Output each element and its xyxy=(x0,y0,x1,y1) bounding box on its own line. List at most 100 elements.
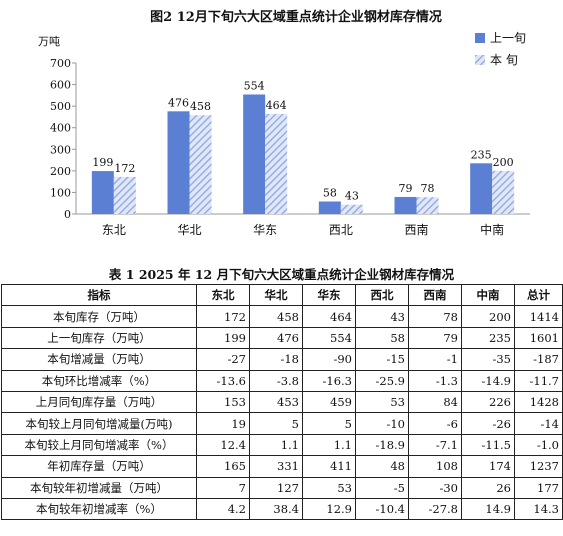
header-region: 中南 xyxy=(461,283,515,307)
table-cell: 19 xyxy=(196,412,250,435)
table-cell: -7.1 xyxy=(408,433,462,457)
table-cell: -3.8 xyxy=(249,369,303,392)
data-label: 43 xyxy=(345,190,359,203)
bar-current-period xyxy=(416,197,439,214)
table-cell: -1.0 xyxy=(514,433,563,457)
table-cell: -1.3 xyxy=(408,369,462,392)
x-tick-label: 东北 xyxy=(102,223,126,237)
data-label: 78 xyxy=(421,182,435,195)
row-label: 本旬环比增减率（%） xyxy=(1,369,197,392)
y-tick-label: 300 xyxy=(50,143,71,156)
y-tick-label: 200 xyxy=(50,165,71,178)
table-cell: -11.7 xyxy=(514,369,563,392)
table-cell: 53 xyxy=(302,476,356,499)
inventory-table: 指标 东北 华北 华东 西北 西南 中南 总计 本旬库存（万吨） 172 458 464 43 78 20… xyxy=(1,283,563,521)
y-tick-label: 100 xyxy=(50,186,71,199)
table-cell: -35 xyxy=(461,348,515,371)
table-cell: -26 xyxy=(461,412,515,435)
table-cell: 165 xyxy=(196,455,250,478)
table-cell: 453 xyxy=(249,390,303,414)
data-label: 464 xyxy=(266,99,287,112)
table-cell: -27.8 xyxy=(408,497,462,521)
x-tick-label: 西北 xyxy=(329,223,353,237)
y-axis-ticks: 0 100 200 300 400 500 600 700 xyxy=(50,57,77,221)
table-cell: -27 xyxy=(196,348,250,371)
row-label: 本旬较年初增减率（%） xyxy=(1,497,197,521)
table-cell: -16.3 xyxy=(302,369,356,392)
y-tick-label: 700 xyxy=(50,57,71,70)
row-label: 上一旬库存（万吨） xyxy=(1,326,197,350)
bar-prev-period xyxy=(167,111,190,214)
bar-prev-period xyxy=(243,94,266,214)
table-cell: 84 xyxy=(408,390,462,414)
bar-chart: 图2 12月下旬六大区域重点统计企业钢材库存情况 万吨 0 100 200 300 40… xyxy=(38,9,530,237)
table-cell: 476 xyxy=(249,326,303,350)
data-label: 458 xyxy=(190,100,211,113)
table-cell: 78 xyxy=(408,305,462,328)
header-region: 总计 xyxy=(514,283,563,307)
table-cell: 12.9 xyxy=(302,497,356,521)
table-row: 本旬较上月同旬增减量(万吨) 19 5 5 -10 -6 -26 -14 xyxy=(1,412,563,435)
data-label: 58 xyxy=(323,186,337,199)
table-cell: 174 xyxy=(461,455,515,478)
table-cell: 12.4 xyxy=(196,433,250,457)
data-table-section: 表 1 2025 年 12 月下旬六大区域重点统计企业钢材库存情况 指标 东北 华北… xyxy=(0,266,563,521)
header-region: 华北 xyxy=(249,283,303,307)
data-label: 554 xyxy=(244,79,265,92)
data-label: 79 xyxy=(399,182,413,195)
bar-current-period xyxy=(492,170,515,214)
row-label: 年初库存量（万吨） xyxy=(1,455,197,478)
table-cell: 58 xyxy=(355,326,409,350)
x-axis-ticks: 东北 华北 华东 西北 西南 中南 xyxy=(102,222,504,237)
bar-prev-period xyxy=(318,201,341,214)
table-cell: 7 xyxy=(196,476,250,499)
table-cell: 1237 xyxy=(514,455,563,478)
bars xyxy=(91,94,515,214)
table-cell: -30 xyxy=(408,476,462,499)
row-label: 本旬库存（万吨） xyxy=(1,305,197,328)
table-cell: 554 xyxy=(302,326,356,350)
table-row: 本旬环比增减率（%） -13.6 -3.8 -16.3 -25.9 -1.3 -14.9 -1… xyxy=(1,369,563,392)
header-region: 西北 xyxy=(355,283,409,307)
bar-prev-period xyxy=(394,196,417,214)
table-cell: 5 xyxy=(302,412,356,435)
table-cell: 79 xyxy=(408,326,462,350)
y-tick-label: 500 xyxy=(50,100,71,113)
table-cell: -5 xyxy=(355,476,409,499)
table-cell: 199 xyxy=(196,326,250,350)
table-cell: 14.9 xyxy=(461,497,515,521)
table-cell: 4.2 xyxy=(196,497,250,521)
x-tick-label: 华东 xyxy=(253,223,277,237)
table-row: 本旬库存（万吨） 172 458 464 43 78 200 1414 xyxy=(1,305,563,328)
table-cell: -6 xyxy=(408,412,462,435)
table-cell: 43 xyxy=(355,305,409,328)
table-cell: -13.6 xyxy=(196,369,250,392)
table-body: 本旬库存（万吨） 172 458 464 43 78 200 1414 上一旬库存（万吨） 199… xyxy=(1,305,563,521)
table-cell: -18 xyxy=(249,348,303,371)
table-cell: 1.1 xyxy=(302,433,356,457)
table-cell: 1.1 xyxy=(249,433,303,457)
table-cell: -187 xyxy=(514,348,563,371)
y-tick-label: 600 xyxy=(50,79,71,92)
table-cell: -1 xyxy=(408,348,462,371)
table-cell: 226 xyxy=(461,390,515,414)
table-cell: -90 xyxy=(302,348,356,371)
table-cell: 464 xyxy=(302,305,356,328)
table-cell: -10 xyxy=(355,412,409,435)
table-cell: 38.4 xyxy=(249,497,303,521)
table-row: 本旬较上月同旬增减率（%） 12.4 1.1 1.1 -18.9 -7.1 -11.5 -1.… xyxy=(1,433,563,457)
header-region: 西南 xyxy=(408,283,462,307)
table-cell: 48 xyxy=(355,455,409,478)
table-header-row: 指标 东北 华北 华东 西北 西南 中南 总计 xyxy=(1,283,563,307)
legend-swatch xyxy=(475,55,485,65)
legend-label: 上一旬 xyxy=(490,31,526,45)
x-tick-label: 中南 xyxy=(480,222,504,237)
table-cell: -11.5 xyxy=(461,433,515,457)
row-label: 上月同旬库存量（万吨） xyxy=(1,390,197,414)
header-region: 华东 xyxy=(302,283,356,307)
bar-current-period xyxy=(189,115,212,214)
table-cell: 172 xyxy=(196,305,250,328)
bar-current-period xyxy=(265,113,288,214)
table-cell: 459 xyxy=(302,390,356,414)
